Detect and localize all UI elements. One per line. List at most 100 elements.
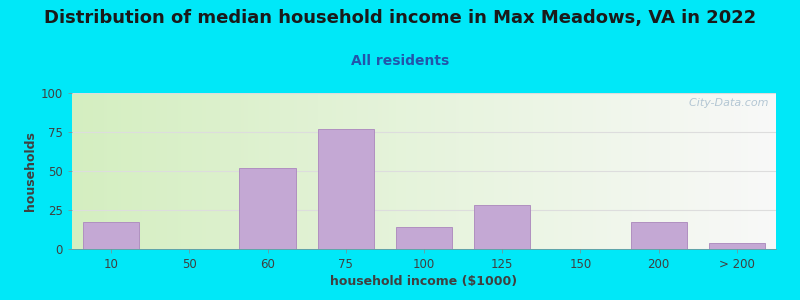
Bar bbox=[603, 93, 607, 249]
Bar bbox=[396, 227, 452, 249]
Bar bbox=[442, 93, 445, 249]
Bar bbox=[298, 93, 301, 249]
Bar bbox=[357, 93, 361, 249]
Bar bbox=[125, 93, 128, 249]
Bar bbox=[421, 93, 424, 249]
Bar bbox=[97, 93, 100, 249]
Bar bbox=[766, 93, 769, 249]
Bar bbox=[452, 93, 456, 249]
Bar bbox=[333, 93, 336, 249]
Bar bbox=[262, 93, 266, 249]
Bar bbox=[185, 93, 188, 249]
Bar bbox=[498, 93, 502, 249]
Bar bbox=[755, 93, 758, 249]
Bar bbox=[251, 93, 255, 249]
Bar bbox=[343, 93, 346, 249]
Bar bbox=[336, 93, 339, 249]
Bar bbox=[255, 93, 258, 249]
Bar bbox=[544, 93, 547, 249]
Bar bbox=[239, 168, 296, 249]
Bar bbox=[410, 93, 414, 249]
Bar bbox=[118, 93, 122, 249]
Bar bbox=[350, 93, 354, 249]
Bar bbox=[600, 93, 603, 249]
Bar bbox=[568, 93, 572, 249]
Bar bbox=[283, 93, 286, 249]
Bar bbox=[181, 93, 185, 249]
Bar bbox=[670, 93, 674, 249]
Bar bbox=[653, 93, 656, 249]
Bar bbox=[223, 93, 227, 249]
Bar bbox=[290, 93, 294, 249]
Bar bbox=[403, 93, 406, 249]
Bar bbox=[406, 93, 410, 249]
Bar bbox=[135, 93, 139, 249]
Bar bbox=[206, 93, 210, 249]
Bar bbox=[167, 93, 170, 249]
Bar bbox=[709, 93, 713, 249]
Bar bbox=[462, 93, 466, 249]
Bar bbox=[691, 93, 695, 249]
Bar bbox=[621, 93, 625, 249]
Bar bbox=[170, 93, 174, 249]
Bar bbox=[738, 93, 741, 249]
Bar bbox=[491, 93, 494, 249]
Bar bbox=[575, 93, 579, 249]
Bar bbox=[213, 93, 216, 249]
Bar bbox=[339, 93, 343, 249]
Bar bbox=[628, 93, 632, 249]
Y-axis label: households: households bbox=[23, 131, 37, 211]
Bar bbox=[618, 93, 621, 249]
Bar bbox=[716, 93, 720, 249]
Bar bbox=[734, 93, 738, 249]
Bar bbox=[713, 93, 716, 249]
Bar bbox=[642, 93, 646, 249]
Bar bbox=[195, 93, 198, 249]
Bar bbox=[304, 93, 308, 249]
Bar bbox=[769, 93, 773, 249]
Bar bbox=[368, 93, 371, 249]
Bar bbox=[741, 93, 744, 249]
Bar bbox=[590, 93, 593, 249]
Bar bbox=[371, 93, 374, 249]
Bar bbox=[86, 93, 90, 249]
Bar bbox=[322, 93, 326, 249]
Bar bbox=[674, 93, 678, 249]
Bar bbox=[650, 93, 653, 249]
Bar bbox=[160, 93, 163, 249]
Bar bbox=[494, 93, 498, 249]
Bar bbox=[562, 93, 565, 249]
Bar bbox=[163, 93, 167, 249]
Bar bbox=[210, 93, 213, 249]
Bar bbox=[220, 93, 223, 249]
Bar bbox=[678, 93, 681, 249]
Bar bbox=[354, 93, 357, 249]
Bar bbox=[730, 93, 734, 249]
Bar bbox=[723, 93, 726, 249]
Bar bbox=[656, 93, 660, 249]
Bar bbox=[695, 93, 698, 249]
Bar bbox=[702, 93, 706, 249]
Bar bbox=[294, 93, 298, 249]
Bar bbox=[139, 93, 142, 249]
Bar bbox=[431, 93, 434, 249]
Bar bbox=[174, 93, 178, 249]
Bar bbox=[82, 93, 86, 249]
Bar bbox=[107, 93, 110, 249]
Bar bbox=[558, 93, 562, 249]
Bar bbox=[519, 93, 522, 249]
Bar bbox=[389, 93, 392, 249]
Bar bbox=[681, 93, 685, 249]
Bar bbox=[241, 93, 245, 249]
Bar bbox=[234, 93, 238, 249]
Bar bbox=[427, 93, 431, 249]
Bar bbox=[258, 93, 262, 249]
Bar bbox=[110, 93, 114, 249]
Bar bbox=[146, 93, 150, 249]
X-axis label: household income ($1000): household income ($1000) bbox=[330, 275, 518, 288]
Bar bbox=[438, 93, 442, 249]
Bar bbox=[202, 93, 206, 249]
Bar bbox=[329, 93, 333, 249]
Bar bbox=[269, 93, 273, 249]
Bar bbox=[114, 93, 118, 249]
